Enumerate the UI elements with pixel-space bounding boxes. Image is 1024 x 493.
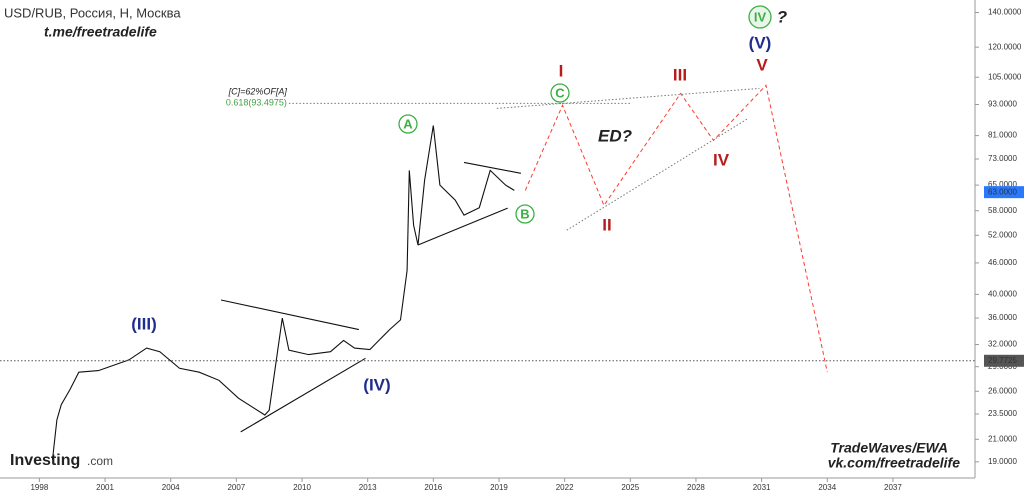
series-line: [496, 87, 760, 109]
wave-label: III: [673, 65, 687, 84]
series-line: [463, 161, 522, 174]
y-tick-label: 36.0000: [988, 313, 1017, 322]
wave-circle: [398, 114, 418, 134]
fib-note: [C]=62%OF[A]: [228, 87, 288, 97]
level-label: 63.0000: [988, 187, 1017, 196]
x-tick-label: 2025: [621, 483, 639, 492]
x-tick-label: 2010: [293, 483, 311, 492]
x-tick-label: 2034: [818, 483, 836, 492]
y-tick-label: 58.0000: [988, 206, 1017, 215]
wave-label: IV: [754, 9, 767, 24]
x-tick-label: 2007: [227, 483, 245, 492]
y-tick-label: 23.5000: [988, 409, 1017, 418]
wave-label: I: [559, 61, 564, 80]
x-tick-label: 2031: [753, 483, 771, 492]
wave-label: ED?: [598, 126, 633, 145]
channel: t.me/freetradelife: [44, 24, 157, 40]
y-tick-label: 93.0000: [988, 100, 1017, 109]
y-tick-label: 21.0000: [988, 434, 1017, 443]
y-tick-label: 140.0000: [988, 8, 1022, 17]
wave-circle: [515, 204, 535, 224]
wave-label: IV: [713, 150, 730, 169]
y-tick-label: 19.0000: [988, 457, 1017, 466]
y-tick-label: 105.0000: [988, 72, 1022, 81]
series-line: [240, 357, 366, 433]
series-line: [566, 117, 749, 231]
logo-suffix: .com: [87, 454, 113, 468]
y-tick-label: 65.0000: [988, 180, 1017, 189]
y-tick-label: 46.0000: [988, 258, 1017, 267]
wave-label: (IV): [363, 375, 390, 394]
x-tick-label: 2022: [556, 483, 574, 492]
wave-label: ?: [777, 7, 788, 26]
wave-circle: [748, 5, 772, 29]
level-label: 29.7725: [988, 356, 1017, 365]
wave-label: A: [403, 116, 413, 131]
x-tick-label: 2004: [162, 483, 180, 492]
y-tick-label: 120.0000: [988, 42, 1022, 51]
wave-label: (III): [131, 314, 157, 333]
wave-label: C: [555, 85, 565, 100]
y-tick-label: 32.0000: [988, 340, 1017, 349]
series-line: [417, 207, 508, 246]
x-tick-label: 2037: [884, 483, 902, 492]
series-line: [524, 84, 828, 373]
source: TradeWaves/EWA: [830, 440, 948, 456]
x-tick-label: 2016: [424, 483, 442, 492]
y-tick-label: 73.0000: [988, 154, 1017, 163]
link: vk.com/freetradelife: [828, 455, 960, 471]
logo: Investing: [10, 452, 80, 469]
wave-circle: [550, 83, 570, 103]
wave-label: (V): [749, 33, 772, 52]
level-box: [984, 354, 1024, 367]
x-tick-label: 2001: [96, 483, 114, 492]
x-tick-label: 2028: [687, 483, 705, 492]
x-tick-label: 2019: [490, 483, 508, 492]
fib-label: 0.618(93.4975): [226, 98, 287, 108]
wave-label: V: [756, 55, 768, 74]
wave-label: II: [602, 215, 611, 234]
wave-label: B: [520, 206, 529, 221]
series-line: [220, 299, 360, 331]
y-tick-label: 26.0000: [988, 386, 1017, 395]
x-tick-label: 2013: [359, 483, 377, 492]
level-box: [984, 186, 1024, 199]
y-tick-label: 40.0000: [988, 289, 1017, 298]
chart-title: USD/RUB, Россия, H, Москва: [4, 5, 181, 20]
x-tick-label: 1998: [30, 483, 48, 492]
series-line: [51, 125, 515, 460]
y-tick-label: 81.0000: [988, 131, 1017, 140]
y-tick-label: 52.0000: [988, 230, 1017, 239]
